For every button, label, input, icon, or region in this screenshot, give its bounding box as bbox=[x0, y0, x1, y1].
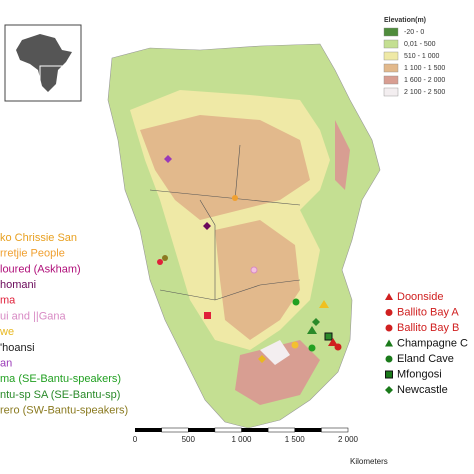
site-symbol bbox=[385, 355, 393, 363]
sample-marker bbox=[232, 195, 238, 201]
elevation-legend-title: Elevation(m) bbox=[384, 17, 426, 24]
scale-bar: 0 500 1 000 1 500 2 000 bbox=[133, 427, 359, 444]
scale-label: 1 000 bbox=[231, 435, 252, 444]
site-label: Doonside bbox=[397, 291, 443, 303]
site-symbol bbox=[385, 370, 393, 379]
inset-extent bbox=[39, 65, 63, 95]
scale-segment bbox=[241, 428, 269, 432]
site-label: Eland Cave bbox=[397, 353, 454, 365]
scale-label: 500 bbox=[182, 435, 196, 444]
scale-segment bbox=[267, 427, 295, 433]
sample-marker bbox=[164, 155, 172, 163]
sample-marker bbox=[157, 259, 163, 265]
elevation-escarpment bbox=[235, 340, 320, 405]
scale-segment bbox=[294, 428, 322, 432]
sample-marker bbox=[291, 341, 299, 349]
elevation-label: 1 100 - 1 500 bbox=[404, 65, 445, 72]
population-label: 'hoansi bbox=[0, 342, 35, 354]
population-label: we bbox=[0, 326, 14, 338]
sample-marker bbox=[312, 318, 320, 326]
sample-marker bbox=[292, 298, 300, 306]
elevation-legend: -20 - 0 0,01 - 500 510 - 1 000 1 100 - 1 50… bbox=[383, 27, 445, 97]
elevation-label: -20 - 0 bbox=[404, 29, 424, 36]
elevation-swatch bbox=[383, 51, 399, 61]
site-label: Ballito Bay B bbox=[397, 322, 459, 334]
elevation-high bbox=[140, 115, 310, 220]
scale-label: 1 500 bbox=[285, 435, 306, 444]
site-symbol bbox=[385, 386, 393, 394]
site-label: Newcastle bbox=[397, 384, 448, 396]
site-symbol bbox=[385, 339, 393, 347]
sample-marker bbox=[307, 326, 317, 334]
population-label: rero (SW-Bantu-speakers) bbox=[0, 405, 128, 417]
sample-marker bbox=[324, 332, 333, 341]
elevation-swatch bbox=[383, 87, 399, 97]
scale-unit: Kilometers bbox=[350, 457, 388, 466]
population-label: ntu-sp SA (SE-Bantu-sp) bbox=[0, 389, 120, 401]
sample-marker bbox=[334, 343, 342, 351]
scale-label: 2 000 bbox=[338, 435, 359, 444]
population-label: an bbox=[0, 358, 12, 370]
elevation-label: 1 600 - 2 000 bbox=[404, 77, 445, 84]
scale-label: 0 bbox=[133, 435, 138, 444]
sample-marker bbox=[203, 222, 211, 230]
sample-marker bbox=[204, 312, 211, 319]
sample-marker bbox=[250, 266, 258, 274]
population-label: ma bbox=[0, 295, 16, 307]
elevation-peak bbox=[260, 340, 290, 365]
population-label: ma (SE-Bantu-speakers) bbox=[0, 373, 121, 385]
sample-marker bbox=[308, 344, 316, 352]
inset-africa bbox=[16, 34, 72, 92]
border bbox=[149, 144, 301, 301]
elevation-high bbox=[215, 220, 300, 340]
elevation-label: 0,01 - 500 bbox=[404, 41, 436, 48]
elevation-label: 510 - 1 000 bbox=[404, 53, 440, 60]
site-label: Ballito Bay A bbox=[397, 306, 459, 318]
site-label: Mfongosi bbox=[397, 368, 442, 380]
sample-marker bbox=[162, 255, 168, 261]
site-symbol bbox=[385, 293, 393, 300]
elevation-swatch bbox=[383, 39, 399, 49]
population-label: rretjie People bbox=[0, 248, 65, 260]
scale-segment bbox=[135, 428, 162, 432]
site-legend: Doonside Ballito Bay A Ballito Bay B Champa… bbox=[385, 291, 468, 396]
site-symbol bbox=[385, 324, 393, 332]
elevation-label: 2 100 - 2 500 bbox=[404, 89, 445, 96]
elevation-highland bbox=[335, 120, 350, 190]
population-label: loured (Askham) bbox=[0, 263, 81, 275]
sample-marker bbox=[319, 300, 329, 308]
elevation-swatch bbox=[383, 63, 399, 73]
site-label: Champagne C bbox=[397, 337, 468, 349]
population-label: ko Chrissie San bbox=[0, 232, 77, 244]
elevation-swatch bbox=[383, 27, 399, 37]
scale-segment bbox=[188, 428, 215, 432]
site-symbol bbox=[385, 309, 393, 316]
population-legend: ko Chrissie San rretjie People loured (Ask… bbox=[0, 232, 128, 417]
scale-segment bbox=[321, 427, 349, 433]
population-label: homani bbox=[0, 279, 36, 291]
sample-marker bbox=[258, 355, 266, 363]
population-label: ui and ||Gana bbox=[0, 310, 67, 322]
scale-segment bbox=[214, 427, 242, 433]
sample-marker bbox=[328, 338, 338, 346]
scale-segment bbox=[161, 427, 189, 433]
elevation-swatch bbox=[383, 75, 399, 85]
